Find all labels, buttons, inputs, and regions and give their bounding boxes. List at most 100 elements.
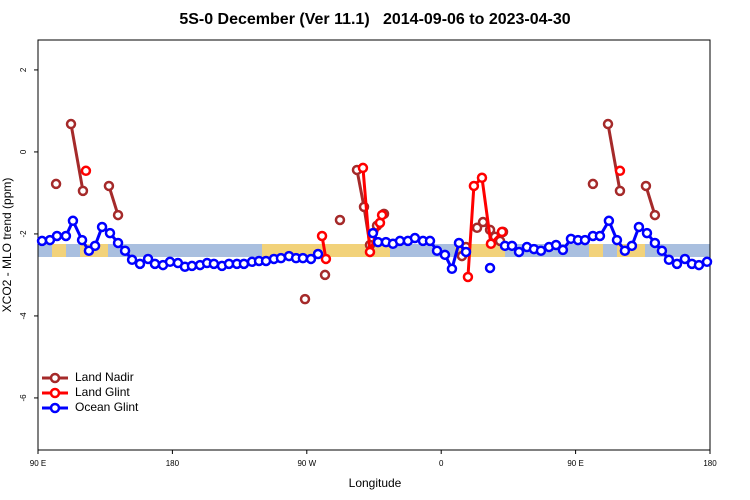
data-point	[334, 214, 346, 226]
y-tick-label: 0	[19, 149, 28, 154]
data-point	[693, 259, 705, 271]
data-point	[679, 253, 691, 265]
x-tick-label: 90 E	[567, 459, 583, 468]
data-point	[112, 209, 124, 221]
data-point	[103, 180, 115, 192]
data-point	[186, 260, 198, 272]
data-point	[164, 256, 176, 268]
data-point	[409, 232, 421, 244]
data-point	[320, 253, 332, 265]
data-point	[149, 258, 161, 270]
data-point	[119, 245, 131, 256]
chart-title: 5S-0 December (Ver 11.1) 2014-09-06 to 2…	[179, 11, 570, 28]
data-point	[453, 237, 465, 249]
land-band	[589, 244, 603, 257]
data-point	[619, 245, 631, 256]
data-point	[701, 256, 713, 268]
data-point	[367, 227, 379, 239]
data-point	[633, 221, 645, 233]
y-tick-label: -2	[19, 230, 28, 238]
data-point	[60, 230, 72, 242]
data-point	[477, 216, 489, 228]
data-point	[640, 180, 652, 192]
data-point	[614, 185, 626, 197]
data-point	[65, 118, 77, 130]
data-point	[671, 258, 683, 270]
data-point	[603, 215, 615, 227]
data-point	[485, 238, 497, 250]
data-point	[305, 253, 317, 265]
data-point	[579, 234, 591, 246]
data-point	[51, 230, 63, 242]
data-point	[357, 162, 369, 174]
data-point	[104, 227, 116, 239]
data-point	[431, 245, 443, 256]
data-point	[299, 293, 311, 305]
data-point	[67, 215, 79, 227]
x-axis-label: Longitude	[349, 476, 402, 490]
legend-label: Land Nadir	[75, 370, 134, 384]
data-point	[484, 262, 496, 274]
data-point	[462, 271, 474, 283]
data-point	[96, 221, 108, 233]
data-point	[594, 230, 606, 242]
data-point	[80, 165, 92, 177]
data-point	[238, 258, 250, 270]
data-point	[319, 269, 331, 281]
data-point	[471, 222, 483, 234]
legend-marker	[49, 387, 61, 399]
data-point	[468, 180, 480, 192]
y-tick-label: -4	[19, 312, 28, 320]
data-point	[663, 254, 675, 266]
x-tick-label: 0	[439, 459, 444, 468]
data-point	[649, 237, 661, 249]
data-point	[358, 201, 370, 213]
legend-label: Ocean Glint	[75, 400, 139, 414]
data-point	[424, 235, 436, 247]
data-point	[506, 240, 518, 252]
data-point	[460, 246, 472, 258]
y-tick-label: -6	[19, 394, 28, 402]
data-point	[126, 254, 138, 266]
data-point	[496, 226, 508, 238]
data-point	[656, 245, 668, 256]
data-point	[550, 239, 562, 251]
data-point	[439, 249, 451, 261]
data-point	[297, 252, 309, 264]
data-point	[649, 209, 661, 221]
data-point	[364, 246, 376, 258]
x-tick-label: 90 W	[297, 459, 316, 468]
data-point	[312, 248, 324, 260]
data-point	[77, 185, 89, 197]
y-tick-label: 2	[19, 67, 28, 72]
x-tick-label: 90 E	[30, 459, 46, 468]
y-axis-label: XCO2 - MLO trend (ppm)	[0, 178, 14, 313]
data-point	[316, 230, 328, 242]
data-point	[446, 263, 458, 275]
data-point	[142, 253, 154, 265]
data-point	[611, 234, 623, 246]
data-point	[50, 178, 62, 190]
plot-frame	[37, 39, 711, 451]
data-point	[112, 237, 124, 249]
legend-label: Land Glint	[75, 385, 130, 399]
data-point	[535, 245, 547, 256]
legend-marker	[49, 402, 61, 414]
data-point	[614, 165, 626, 177]
data-point	[208, 258, 220, 270]
land-band	[52, 244, 66, 257]
data-point	[89, 240, 101, 252]
x-tick-label: 180	[166, 459, 180, 468]
legend-marker	[49, 372, 61, 384]
data-point	[275, 252, 287, 264]
data-point	[626, 240, 638, 252]
data-point	[641, 227, 653, 239]
data-point	[513, 246, 525, 258]
data-point	[376, 209, 388, 221]
data-point	[476, 172, 488, 184]
data-point	[134, 258, 146, 270]
data-point	[587, 178, 599, 190]
data-point	[76, 234, 88, 246]
